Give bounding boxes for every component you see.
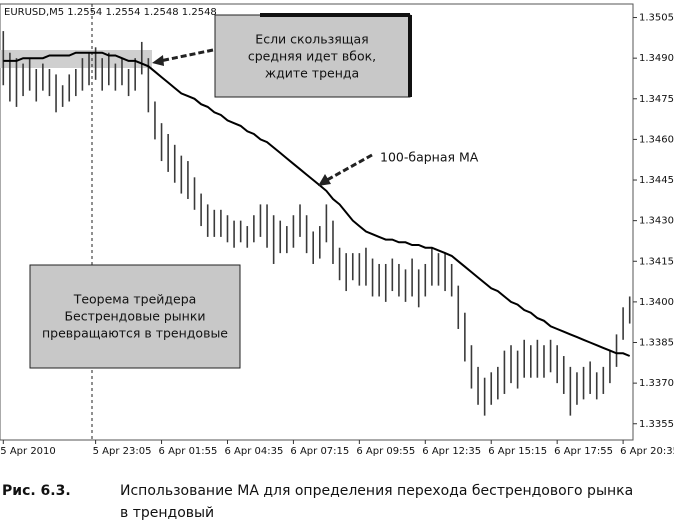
caption: Использование МА для определения переход… bbox=[120, 483, 633, 499]
header: EURUSD,M5 1.2554 1.2554 1.2548 1.2548 bbox=[4, 7, 217, 18]
x-tick-label: 6 Apr 07:15 bbox=[290, 446, 349, 457]
y-tick-label: 1.3475 bbox=[639, 94, 674, 105]
note-box bbox=[29, 264, 241, 369]
y-tick-label: 1.3505 bbox=[639, 13, 674, 24]
y-tick-label: 1.3400 bbox=[639, 297, 674, 308]
x-tick-label: 5 Apr 2010 bbox=[0, 446, 55, 457]
y-tick-label: 1.3490 bbox=[639, 53, 674, 64]
caption: в трендовый bbox=[120, 505, 214, 521]
x-tick-label: 6 Apr 04:35 bbox=[224, 446, 283, 457]
y-tick-label: 1.3370 bbox=[639, 378, 674, 389]
y-tick-label: 1.3355 bbox=[639, 419, 674, 430]
note: Бестрендовые рынки bbox=[64, 309, 205, 324]
x-tick-label: 6 Apr 20:35 bbox=[620, 446, 674, 457]
note: Теорема трейдера bbox=[73, 292, 197, 307]
note: 100-барная МА bbox=[380, 150, 479, 165]
y-tick-label: 1.3460 bbox=[639, 134, 674, 145]
x-tick-label: 6 Apr 17:55 bbox=[554, 446, 613, 457]
note: превращаются в трендовые bbox=[42, 326, 228, 341]
x-tick-label: 6 Apr 15:15 bbox=[488, 446, 547, 457]
moving-average bbox=[3, 51, 631, 357]
arrow bbox=[159, 48, 214, 63]
y-tick-label: 1.3445 bbox=[639, 175, 674, 186]
y-tick-label: 1.3385 bbox=[639, 338, 674, 349]
y-tick-label: 1.3430 bbox=[639, 216, 674, 227]
x-tick-label: 6 Apr 09:55 bbox=[356, 446, 415, 457]
y-tick-label: 1.3415 bbox=[639, 256, 674, 267]
x-tick-label: 5 Apr 23:05 bbox=[93, 446, 152, 457]
note: средняя идет вбок, bbox=[248, 49, 376, 64]
note: ждите тренда bbox=[265, 66, 359, 81]
x-tick-label: 6 Apr 01:55 bbox=[159, 446, 218, 457]
x-tick-label: 6 Apr 12:35 bbox=[422, 446, 481, 457]
arrow-head bbox=[318, 174, 331, 186]
note: Если скользящая bbox=[255, 32, 368, 47]
note-box bbox=[214, 14, 411, 98]
caption-number: Рис. 6.3. bbox=[2, 483, 71, 499]
arrow-head bbox=[152, 55, 164, 66]
